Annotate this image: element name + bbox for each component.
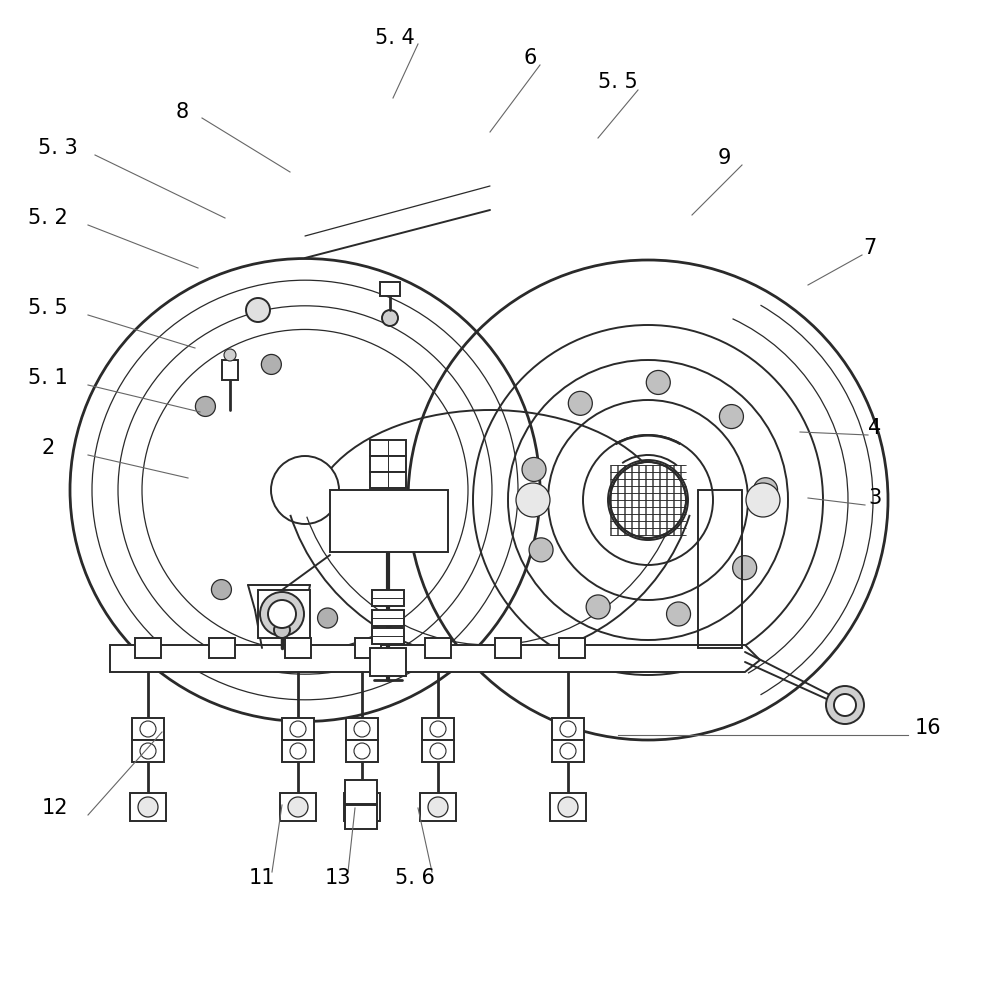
Circle shape: [719, 405, 743, 428]
Circle shape: [834, 694, 856, 716]
Bar: [495, 638, 521, 658]
Text: 3: 3: [868, 488, 882, 508]
Text: 5. 5: 5. 5: [28, 298, 68, 318]
Circle shape: [558, 797, 578, 817]
Circle shape: [224, 349, 236, 361]
Circle shape: [733, 556, 757, 580]
Circle shape: [260, 592, 304, 636]
Circle shape: [667, 602, 691, 626]
Bar: [422, 718, 454, 740]
Bar: [285, 638, 311, 658]
Circle shape: [568, 392, 592, 415]
Bar: [372, 610, 404, 626]
Bar: [346, 740, 378, 762]
Circle shape: [211, 580, 231, 599]
Text: 12: 12: [42, 798, 68, 818]
Circle shape: [430, 743, 446, 759]
Bar: [346, 718, 378, 740]
Text: 5. 5: 5. 5: [598, 72, 638, 92]
Bar: [222, 360, 238, 380]
Circle shape: [138, 797, 158, 817]
Bar: [370, 440, 406, 456]
Circle shape: [268, 600, 296, 628]
Bar: [372, 628, 404, 644]
Text: 5. 6: 5. 6: [395, 868, 435, 888]
Bar: [552, 740, 584, 762]
Bar: [425, 638, 451, 658]
Bar: [282, 740, 314, 762]
Circle shape: [516, 483, 550, 517]
Bar: [209, 638, 235, 658]
Text: 4: 4: [868, 418, 882, 438]
Bar: [280, 793, 316, 821]
Circle shape: [288, 797, 308, 817]
Bar: [132, 740, 164, 762]
Bar: [355, 638, 381, 658]
Polygon shape: [110, 645, 760, 672]
Bar: [559, 638, 585, 658]
Bar: [258, 590, 310, 638]
Circle shape: [382, 310, 398, 326]
Bar: [344, 793, 380, 821]
Bar: [130, 793, 166, 821]
Bar: [370, 648, 406, 676]
Text: 16: 16: [915, 718, 941, 738]
Bar: [422, 740, 454, 762]
Circle shape: [529, 538, 553, 562]
Bar: [330, 490, 448, 552]
Circle shape: [586, 595, 610, 619]
Circle shape: [354, 721, 370, 737]
Text: 6: 6: [523, 48, 537, 68]
Circle shape: [646, 371, 670, 395]
Circle shape: [318, 608, 338, 628]
Circle shape: [522, 457, 546, 481]
Bar: [552, 718, 584, 740]
Circle shape: [560, 743, 576, 759]
Bar: [132, 718, 164, 740]
Circle shape: [428, 797, 448, 817]
Text: 2: 2: [41, 438, 55, 458]
Bar: [345, 805, 377, 829]
Circle shape: [140, 743, 156, 759]
Circle shape: [354, 743, 370, 759]
Text: 7: 7: [863, 238, 877, 258]
Bar: [550, 793, 586, 821]
Circle shape: [430, 721, 446, 737]
Circle shape: [274, 622, 290, 638]
Bar: [135, 638, 161, 658]
Circle shape: [610, 462, 686, 538]
Text: 5. 3: 5. 3: [38, 138, 78, 158]
Circle shape: [826, 686, 864, 724]
Text: 9: 9: [717, 148, 731, 168]
Text: 11: 11: [249, 868, 275, 888]
Text: 5. 2: 5. 2: [28, 208, 68, 228]
Circle shape: [290, 743, 306, 759]
Bar: [282, 718, 314, 740]
Circle shape: [754, 478, 778, 502]
Circle shape: [246, 298, 270, 322]
Bar: [370, 456, 406, 472]
Text: 8: 8: [175, 102, 189, 122]
Circle shape: [261, 355, 281, 375]
Bar: [380, 282, 400, 296]
Text: 13: 13: [325, 868, 351, 888]
Circle shape: [140, 721, 156, 737]
Circle shape: [290, 721, 306, 737]
Circle shape: [195, 397, 215, 416]
Bar: [420, 793, 456, 821]
Bar: [372, 590, 404, 606]
Circle shape: [746, 483, 780, 517]
Bar: [370, 472, 406, 488]
Circle shape: [560, 721, 576, 737]
Bar: [345, 780, 377, 804]
Circle shape: [352, 797, 372, 817]
Text: 5. 1: 5. 1: [28, 368, 68, 388]
Text: 5. 4: 5. 4: [375, 28, 415, 48]
